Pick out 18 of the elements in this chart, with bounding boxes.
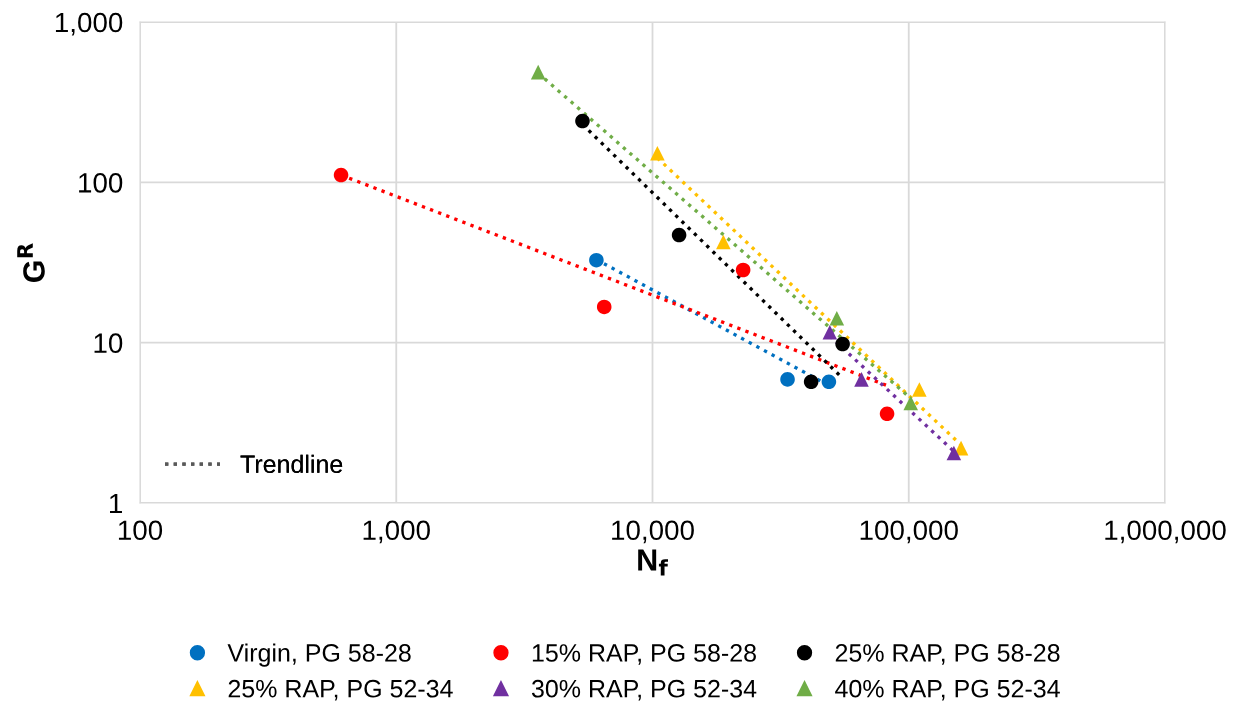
x-tick-label: 1,000,000: [1105, 520, 1226, 544]
legend-label: 15% RAP, PG 58-28: [532, 644, 756, 665]
y-tick-label: 1: [110, 493, 122, 514]
legend-label: 40% RAP, PG 52-34: [835, 679, 1060, 701]
legend-label: Virgin, PG 58-28: [227, 643, 411, 667]
x-tick-label: 100,000: [860, 520, 958, 544]
legend-label: 25% RAP, PG 52-34: [228, 679, 453, 701]
legend-label: 30% RAP, PG 52-34: [531, 679, 757, 701]
y-tick-label: 10: [94, 333, 123, 354]
legend-label: 25% RAP, PG 58-28: [835, 644, 1060, 665]
annotation: Trendline: [240, 454, 343, 474]
x-tick-label: 1,000: [363, 520, 430, 544]
y-axis-title: G$^{R}$: [17, 243, 45, 283]
x-tick-label: 100: [118, 520, 163, 541]
x-axis-title: N$_{f}$: [638, 549, 669, 576]
x-tick-label: 10,000: [612, 520, 694, 544]
y-tick-label: 100: [79, 173, 123, 193]
y-tick-label: 1,000: [55, 12, 123, 36]
